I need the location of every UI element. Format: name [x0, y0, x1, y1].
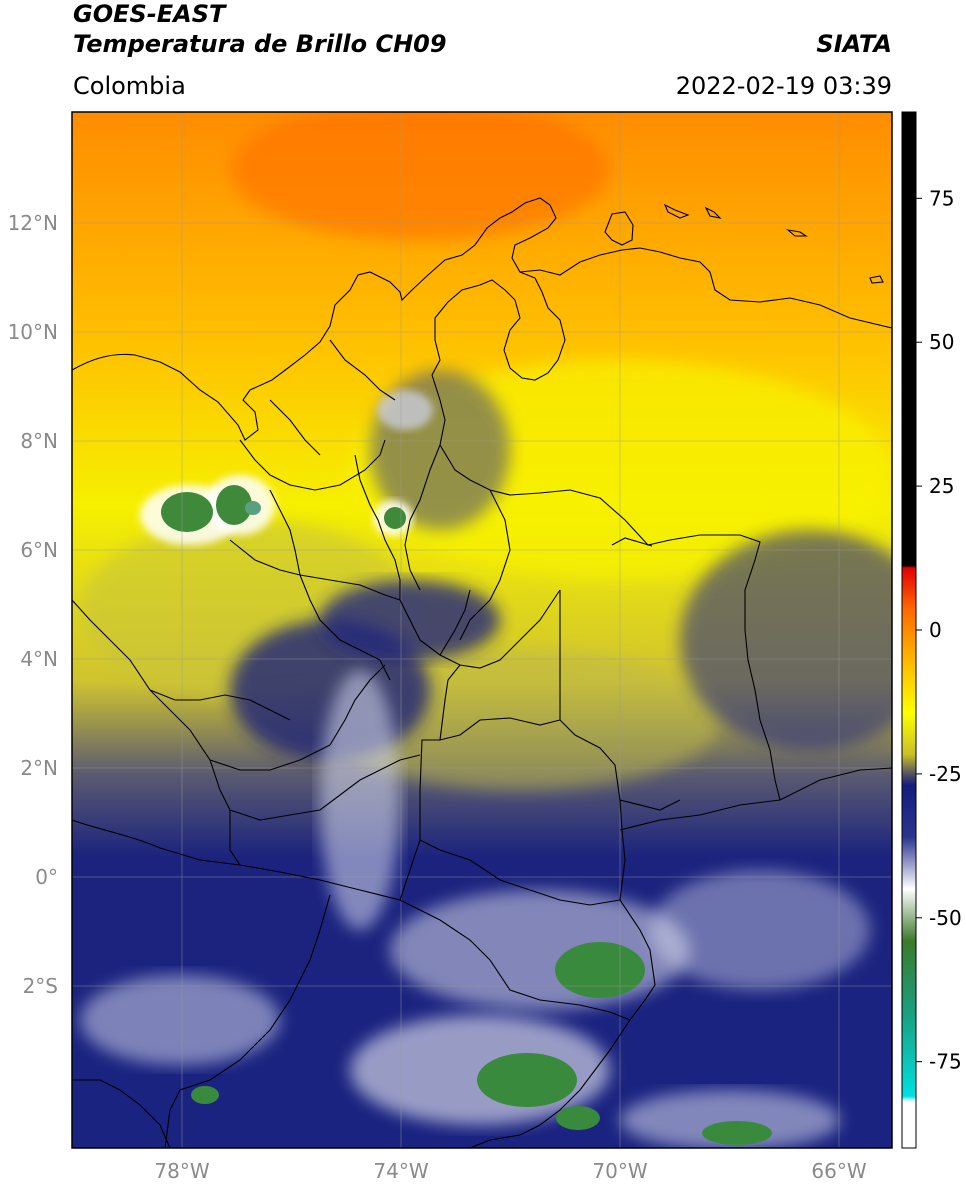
lat-label-12n: 12°N — [8, 211, 58, 235]
colorbar-scale — [901, 111, 917, 1149]
title-line-1: GOES-EAST — [73, 0, 226, 28]
agency-label: SIATA — [816, 30, 892, 58]
colorbar-label-minus-75: -75 — [929, 1050, 962, 1074]
colorbar-ticks — [916, 197, 922, 1063]
title-line-2: Temperatura de Brillo CH09 — [73, 30, 447, 58]
colorbar-label-50: 50 — [929, 330, 954, 354]
lon-label-70w: 70°W — [592, 1159, 647, 1183]
lat-label-4n: 4°N — [20, 647, 58, 671]
colorbar: 75 50 25 0 -25 -50 -75 — [901, 111, 962, 1149]
region-label: Colombia — [73, 72, 186, 100]
lat-label-2n: 2°N — [20, 756, 58, 780]
satellite-imagery — [72, 112, 892, 1148]
colorbar-label-minus-25: -25 — [929, 762, 962, 786]
lat-label-0: 0° — [35, 865, 58, 889]
colorbar-label-75: 75 — [929, 186, 954, 210]
lat-label-10n: 10°N — [8, 320, 58, 344]
political-boundaries — [72, 197, 892, 1148]
graticule — [72, 112, 892, 1148]
colorbar-labels: 75 50 25 0 -25 -50 -75 — [929, 186, 962, 1073]
lon-label-66w: 66°W — [811, 1159, 866, 1183]
longitude-labels: 78°W 74°W 70°W 66°W — [154, 1159, 866, 1183]
colorbar-label-25: 25 — [929, 474, 954, 498]
latitude-labels: 12°N 10°N 8°N 6°N 4°N 2°N 0° 2°S — [8, 211, 58, 998]
map-frame — [71, 111, 893, 1149]
lon-label-78w: 78°W — [154, 1159, 209, 1183]
datetime-label: 2022-02-19 03:39 — [675, 72, 892, 100]
lat-label-6n: 6°N — [20, 538, 58, 562]
colorbar-label-minus-50: -50 — [929, 906, 962, 930]
lat-label-8n: 8°N — [20, 429, 58, 453]
colorbar-label-0: 0 — [929, 618, 942, 642]
lat-label-2s: 2°S — [23, 974, 58, 998]
lon-label-74w: 74°W — [373, 1159, 428, 1183]
